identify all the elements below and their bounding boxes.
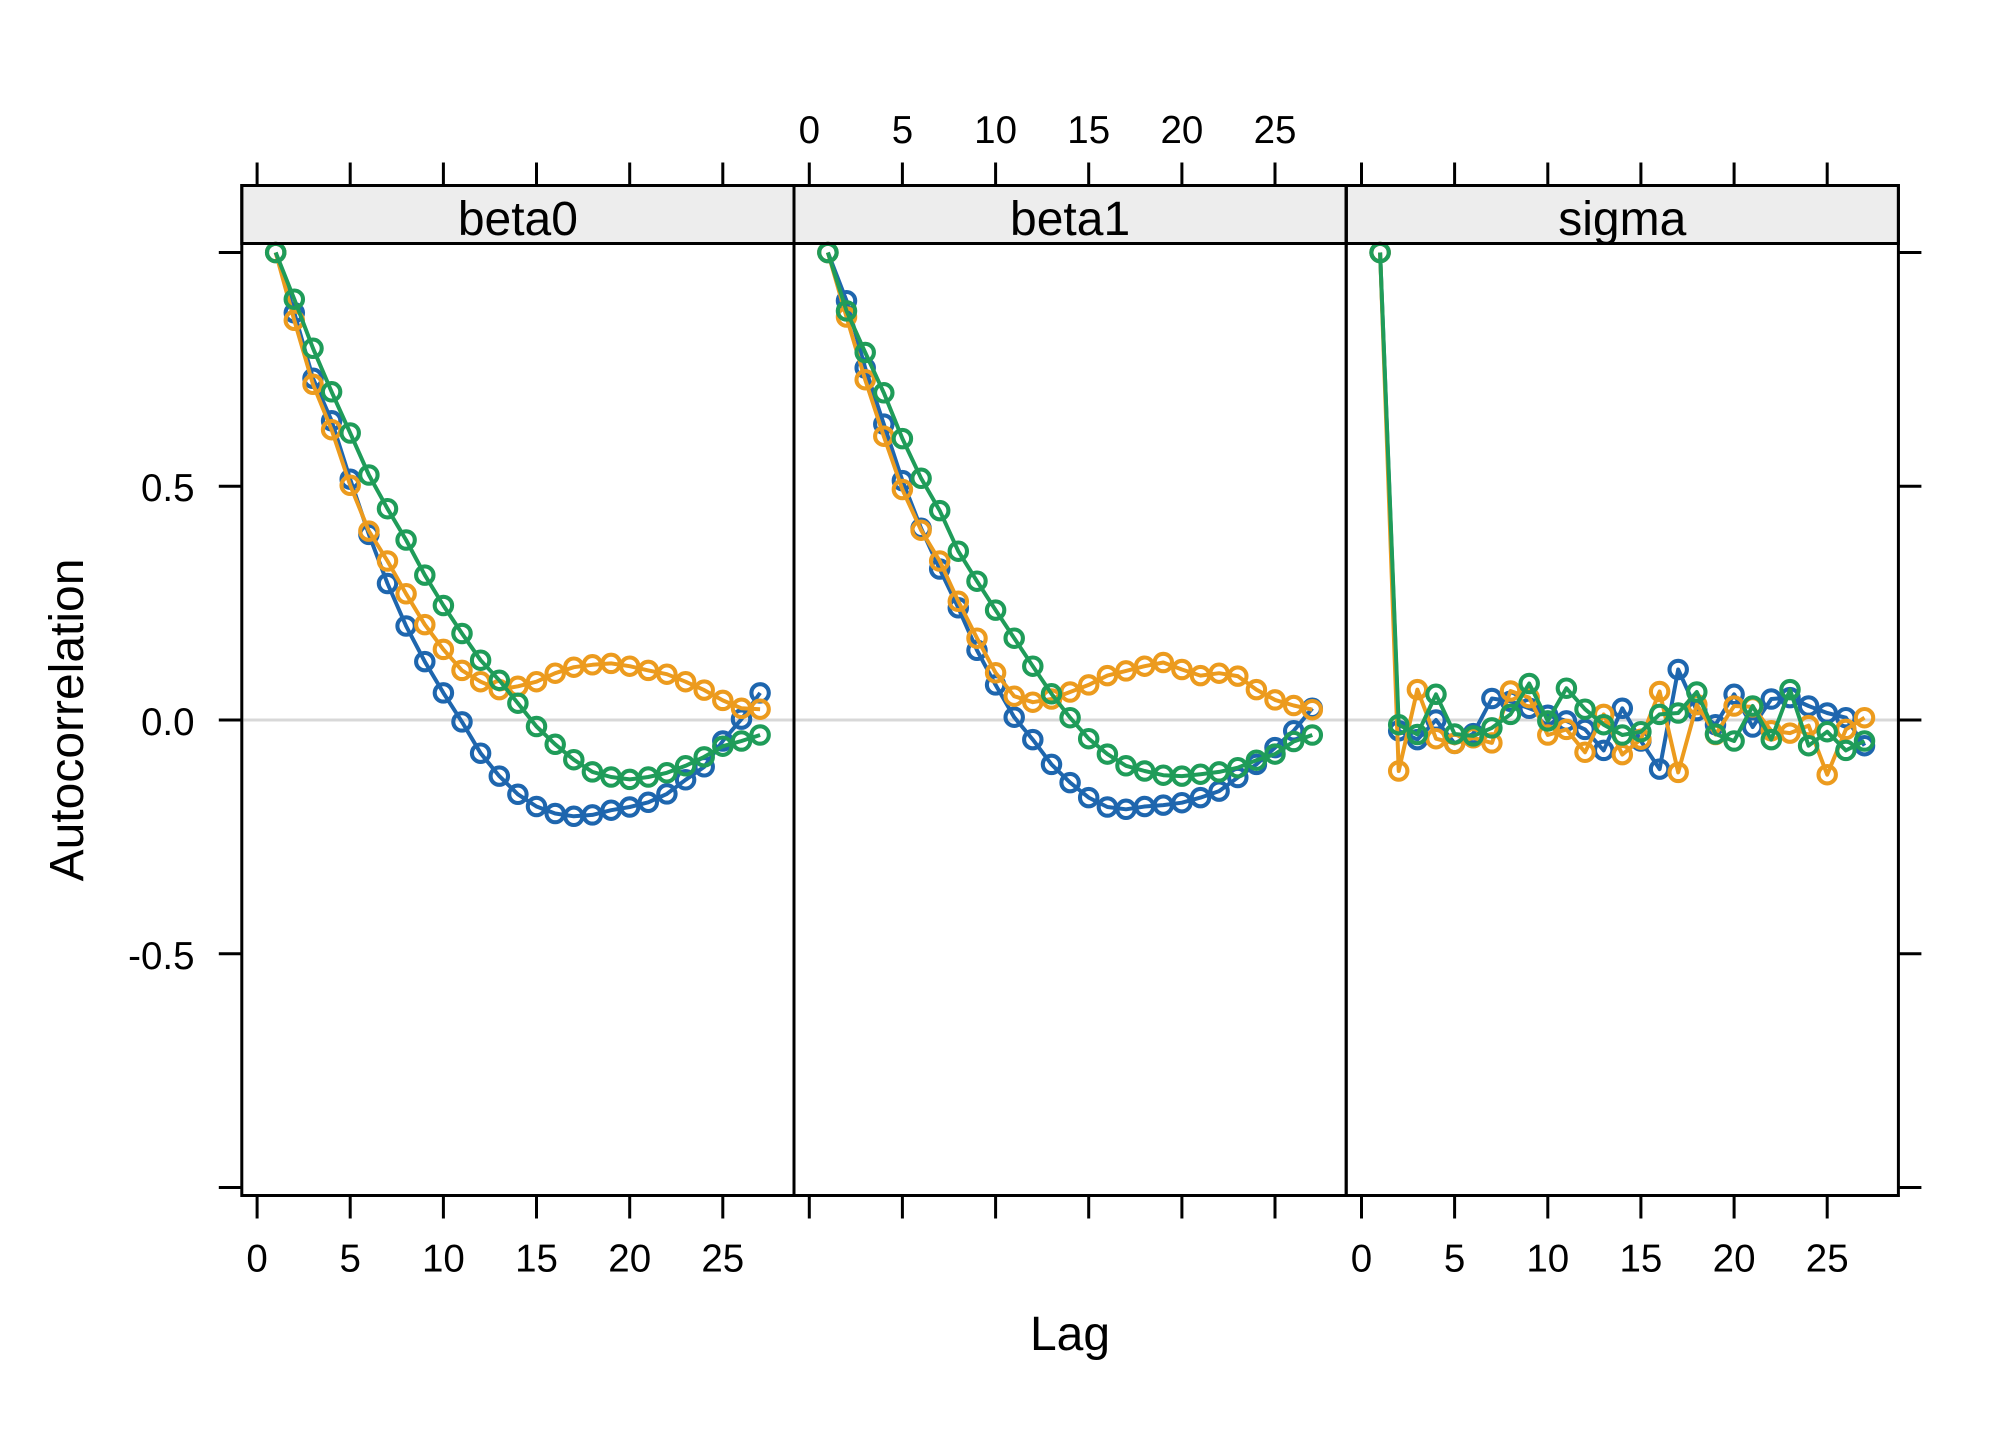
svg-text:5: 5 bbox=[892, 109, 913, 152]
svg-text:10: 10 bbox=[1526, 1238, 1569, 1281]
svg-text:0: 0 bbox=[799, 109, 820, 152]
svg-text:0.0: 0.0 bbox=[141, 701, 195, 744]
svg-text:25: 25 bbox=[1806, 1238, 1849, 1281]
svg-text:Lag: Lag bbox=[1030, 1308, 1110, 1361]
svg-text:25: 25 bbox=[1254, 109, 1297, 152]
svg-text:20: 20 bbox=[608, 1238, 651, 1281]
svg-text:5: 5 bbox=[339, 1238, 360, 1281]
svg-text:sigma: sigma bbox=[1558, 193, 1686, 246]
svg-text:15: 15 bbox=[1067, 109, 1110, 152]
svg-text:-0.5: -0.5 bbox=[128, 935, 194, 978]
svg-text:20: 20 bbox=[1713, 1238, 1756, 1281]
svg-text:25: 25 bbox=[701, 1238, 744, 1281]
svg-text:15: 15 bbox=[1619, 1238, 1662, 1281]
svg-text:0.5: 0.5 bbox=[141, 467, 195, 510]
svg-text:0: 0 bbox=[1351, 1238, 1372, 1281]
svg-text:beta1: beta1 bbox=[1010, 193, 1130, 246]
svg-text:15: 15 bbox=[515, 1238, 558, 1281]
svg-text:beta0: beta0 bbox=[458, 193, 578, 246]
svg-text:10: 10 bbox=[422, 1238, 465, 1281]
svg-text:5: 5 bbox=[1444, 1238, 1465, 1281]
svg-text:Autocorrelation: Autocorrelation bbox=[41, 559, 94, 882]
svg-text:20: 20 bbox=[1160, 109, 1203, 152]
svg-text:10: 10 bbox=[974, 109, 1017, 152]
svg-text:0: 0 bbox=[246, 1238, 267, 1281]
